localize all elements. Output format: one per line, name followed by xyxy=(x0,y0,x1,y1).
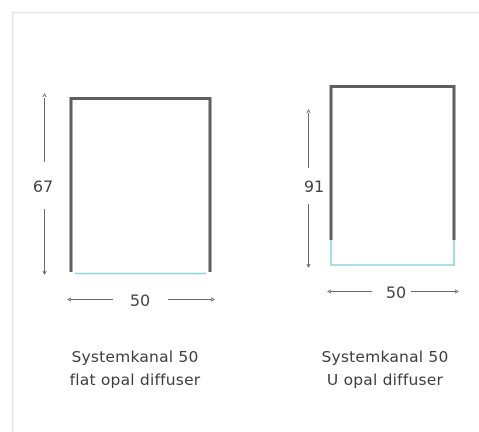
dimension-tick xyxy=(306,263,311,268)
profile-flat-channel-outline xyxy=(69,97,212,272)
profile-u-height-dimension: 91 xyxy=(304,109,324,268)
dimension-tick xyxy=(454,289,459,294)
profile-flat-caption-line1: Systemkanal 50 xyxy=(71,348,199,366)
dimension-tick xyxy=(210,297,215,302)
dimension-tick xyxy=(42,93,47,98)
profile-u-caption: Systemkanal 50 U opal diffuser xyxy=(275,346,479,392)
profile-u-caption-line1: Systemkanal 50 xyxy=(321,348,449,366)
profile-flat-caption: Systemkanal 50 flat opal diffuser xyxy=(25,346,245,392)
profile-u-width-label: 50 xyxy=(386,283,406,302)
dimension-tick xyxy=(42,270,47,275)
profile-u-opal: 91 50 xyxy=(304,85,459,302)
dimension-tick xyxy=(327,289,332,294)
profile-flat-width-dimension: 50 xyxy=(67,291,215,310)
profile-u-channel-outline xyxy=(329,85,456,240)
profile-u-diffuser xyxy=(330,240,455,266)
dimension-tick xyxy=(67,297,72,302)
profile-u-width-dimension: 50 xyxy=(327,283,459,302)
dimension-tick xyxy=(306,109,311,114)
profile-u-height-label: 91 xyxy=(304,177,324,196)
profile-flat-caption-line2: flat opal diffuser xyxy=(69,371,201,389)
profile-flat-height-dimension: 67 xyxy=(33,93,53,275)
profile-flat-opal: 67 50 xyxy=(33,93,215,310)
profile-u-caption-line2: U opal diffuser xyxy=(326,371,444,389)
profile-flat-height-label: 67 xyxy=(33,177,53,196)
profile-flat-width-label: 50 xyxy=(130,291,150,310)
panel-frame-border xyxy=(11,11,479,432)
